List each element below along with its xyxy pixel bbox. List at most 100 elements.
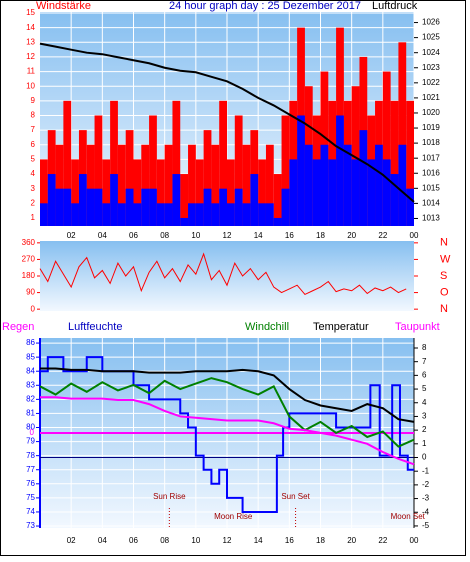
bar: [125, 130, 134, 226]
bar: [188, 144, 196, 226]
bar: [289, 159, 298, 226]
y2-tick-label: 1023: [422, 63, 440, 72]
y2-tick-label: 1019: [422, 123, 440, 132]
x-tick-label: 16: [285, 536, 294, 545]
x-tick-label: 06: [129, 536, 138, 545]
y2-tick-label: 1015: [422, 183, 440, 192]
bar: [281, 115, 290, 226]
bar: [117, 203, 126, 226]
y2-tick-label: 1013: [422, 214, 440, 223]
bar: [250, 174, 259, 226]
y3-tick-label: 0: [30, 428, 35, 437]
bar: [94, 188, 103, 226]
bar: [398, 42, 407, 226]
y-tick-label: 81: [26, 409, 35, 418]
y2-tick-label: 1024: [422, 48, 440, 57]
y2-tick-label: -2: [422, 480, 430, 489]
x-tick-label: 18: [316, 536, 325, 545]
bar: [110, 174, 118, 226]
bar: [203, 130, 212, 226]
bar: [265, 203, 274, 226]
x-tick-label: 06: [129, 231, 138, 240]
y-tick-label: 270: [22, 255, 36, 264]
bar: [78, 174, 87, 226]
bar: [219, 188, 227, 226]
bar: [211, 203, 220, 226]
series-line: [40, 367, 415, 423]
x-tick-label: 08: [160, 231, 169, 240]
bar: [320, 144, 329, 226]
bar: [141, 144, 150, 226]
y-tick-label: 86: [26, 338, 35, 347]
x-tick-label: 20: [347, 231, 356, 240]
y-tick-label: 3: [31, 184, 36, 193]
bar: [63, 188, 72, 226]
y-tick-label: 1: [31, 213, 36, 222]
bar: [343, 144, 352, 226]
bar: [312, 159, 321, 226]
y-tick-label: 180: [22, 271, 36, 280]
bar: [86, 144, 95, 226]
x-tick-label: 12: [223, 536, 232, 545]
bar: [265, 144, 274, 226]
legend-item: Regen: [2, 321, 34, 333]
bar: [195, 203, 204, 226]
y2-tick-label: 0: [422, 453, 427, 462]
y-tick-label: 77: [26, 465, 35, 474]
y-tick-label: 83: [26, 380, 35, 389]
bar: [390, 100, 399, 226]
bar: [382, 71, 391, 226]
x-tick-label: 02: [67, 231, 76, 240]
y2-tick-label: N: [440, 237, 448, 249]
x-tick-label: 02: [67, 536, 76, 545]
x-tick-label: 22: [378, 536, 387, 545]
y-tick-label: 74: [26, 507, 35, 516]
x-tick-label: 04: [98, 231, 107, 240]
y-tick-label: 0: [31, 304, 36, 313]
y2-tick-label: 1026: [422, 18, 440, 27]
y-tick-label: 7: [31, 125, 36, 134]
series-line: [40, 356, 414, 513]
bar: [149, 188, 157, 226]
bar: [273, 174, 282, 226]
bar: [164, 203, 173, 226]
bar: [40, 159, 48, 226]
y2-tick-label: 7: [422, 357, 427, 366]
y2-tick-label: 1020: [422, 108, 440, 117]
y-tick-label: 82: [26, 394, 35, 403]
y2-tick-label: O: [440, 286, 449, 298]
chart-title: 24 hour graph day : 25 Dezember 2017: [169, 0, 361, 12]
bar: [359, 130, 368, 226]
bar: [297, 115, 305, 226]
legend-item: Temperatur: [313, 321, 369, 333]
y2-tick-label: S: [440, 270, 447, 282]
bar: [227, 203, 235, 226]
series-line: [39, 42, 415, 203]
y-tick-label: 13: [26, 37, 35, 46]
y-tick-label: 76: [26, 479, 35, 488]
bar: [125, 188, 134, 226]
y2-tick-label: 1021: [422, 93, 440, 102]
annotation: Sun Set: [281, 492, 310, 501]
bar: [382, 159, 391, 226]
y2-tick-label: -4: [422, 507, 430, 516]
bar: [203, 188, 212, 226]
y-tick-label: 79: [26, 437, 35, 446]
y-tick-label: 10: [26, 81, 35, 90]
legend-item: Luftfeuchte: [68, 321, 122, 333]
bar: [304, 144, 313, 226]
y-tick-label: 75: [26, 493, 35, 502]
y2-tick-label: 1014: [422, 199, 440, 208]
bar: [40, 203, 48, 226]
bar: [164, 144, 173, 226]
series-line: [39, 252, 407, 296]
bar: [86, 188, 95, 226]
bar: [71, 203, 79, 226]
bar: [55, 188, 64, 226]
y2-tick-label: 8: [422, 343, 427, 352]
bar: [149, 115, 157, 226]
bar: [141, 188, 150, 226]
x-tick-label: 18: [316, 231, 325, 240]
y-tick-label: 84: [26, 366, 35, 375]
